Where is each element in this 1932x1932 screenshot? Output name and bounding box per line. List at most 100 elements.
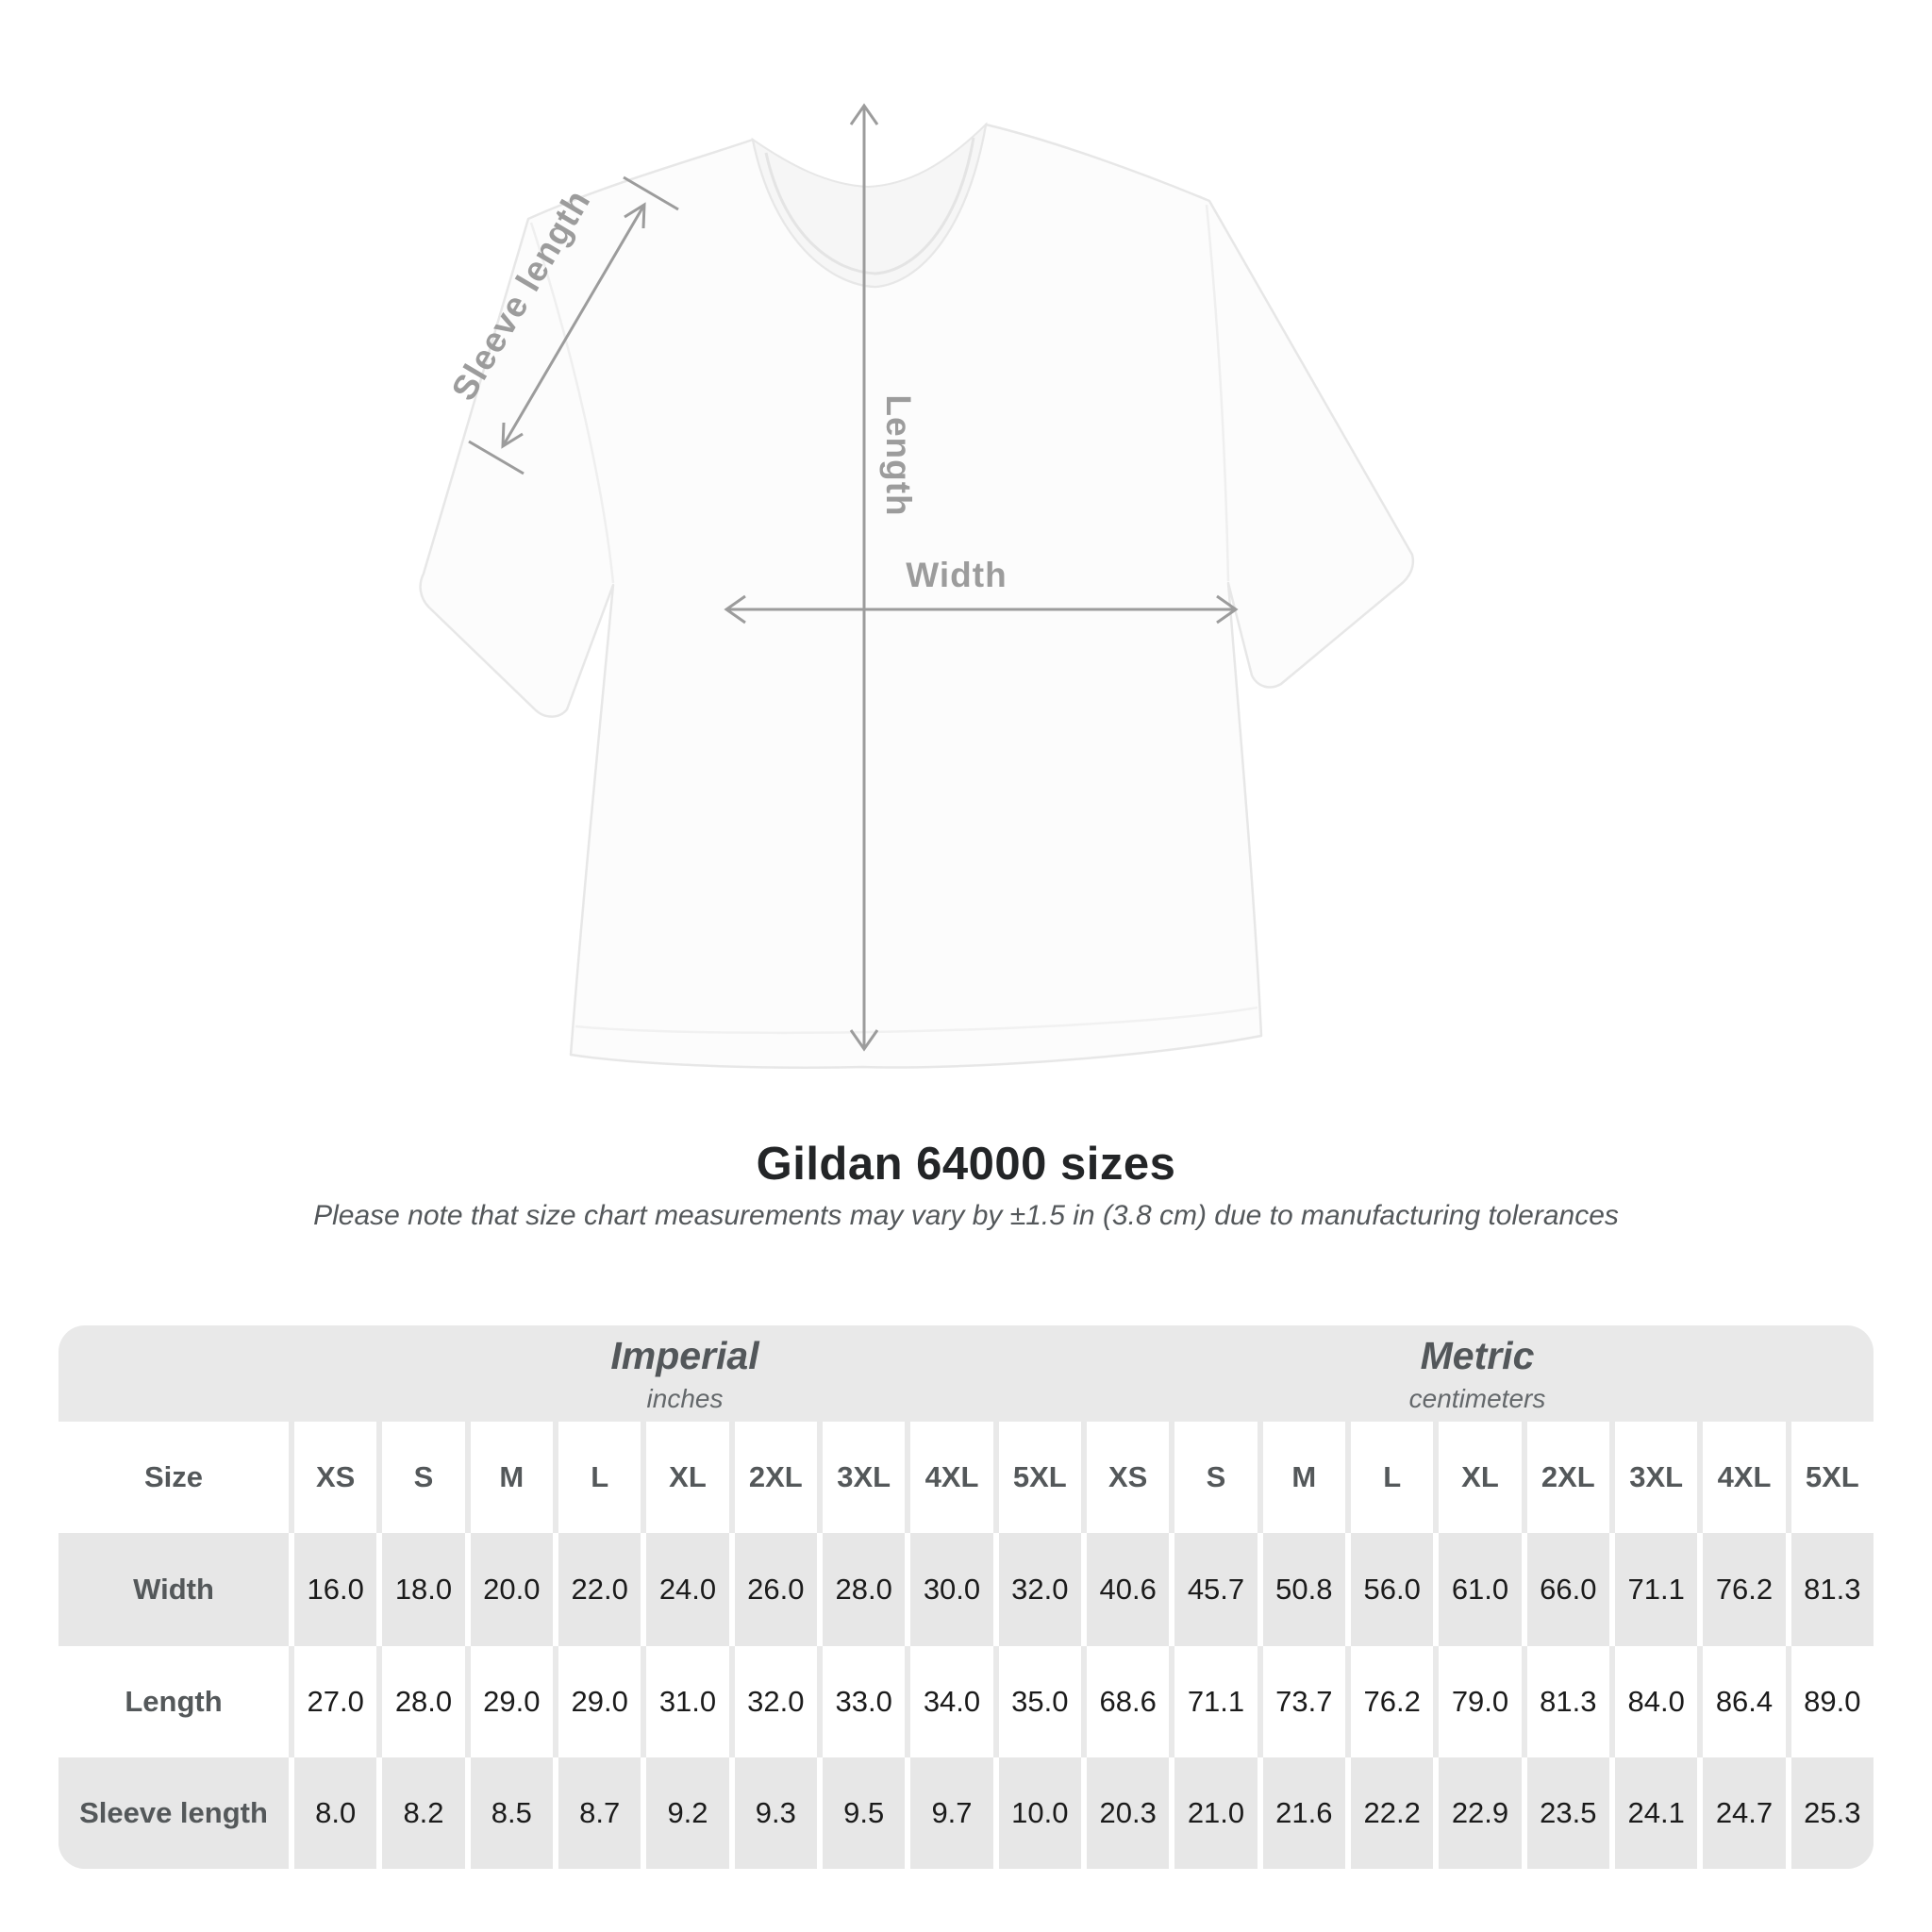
table-cell-metric: 22.9: [1433, 1757, 1522, 1869]
table-cell-imperial: 9.5: [817, 1757, 906, 1869]
table-cell-imperial: 31.0: [641, 1646, 729, 1757]
table-cell-metric: 76.2: [1697, 1533, 1786, 1646]
table-cell-metric: 20.3: [1081, 1757, 1170, 1869]
row-label: Width: [58, 1533, 289, 1646]
table-cell-metric: 73.7: [1257, 1646, 1345, 1757]
size-header-imperial-L: L: [553, 1422, 641, 1533]
size-header-metric-2XL: 2XL: [1521, 1422, 1609, 1533]
size-header-metric-S: S: [1169, 1422, 1257, 1533]
size-header-imperial-2XL: 2XL: [728, 1422, 817, 1533]
table-cell-metric: 71.1: [1609, 1533, 1698, 1646]
table-cell-metric: 81.3: [1521, 1646, 1609, 1757]
metric-header: Metric: [1420, 1334, 1535, 1377]
row-label: Sleeve length: [58, 1757, 289, 1869]
tshirt-left-sleeve-seam: [529, 222, 615, 584]
table-cell-metric: 76.2: [1345, 1646, 1434, 1757]
table-cell-metric: 61.0: [1433, 1533, 1522, 1646]
table-cell-metric: 21.6: [1257, 1757, 1345, 1869]
table-cell-imperial: 30.0: [905, 1533, 993, 1646]
sleeve-endcap-bottom: [468, 440, 525, 475]
table-cell-imperial: 10.0: [992, 1757, 1081, 1869]
table-cell-metric: 71.1: [1169, 1646, 1257, 1757]
sleeve-arrowhead-bottom: [501, 422, 524, 449]
size-header-imperial-5XL: 5XL: [992, 1422, 1081, 1533]
row-label: Length: [58, 1646, 289, 1757]
table-cell-imperial: 33.0: [817, 1646, 906, 1757]
imperial-unit: inches: [646, 1384, 724, 1413]
table-cell-metric: 56.0: [1345, 1533, 1434, 1646]
table-cell-imperial: 8.5: [464, 1757, 553, 1869]
table-cell-metric: 40.6: [1081, 1533, 1170, 1646]
width-label: Width: [906, 556, 1007, 594]
width-arrowhead-left: [724, 594, 746, 625]
table-cell-imperial: 8.7: [553, 1757, 641, 1869]
size-header-imperial-XS: XS: [289, 1422, 377, 1533]
table-cell-metric: 79.0: [1433, 1646, 1522, 1757]
size-header-metric-M: M: [1257, 1422, 1345, 1533]
table-cell-metric: 84.0: [1609, 1646, 1698, 1757]
table-cell-metric: 24.7: [1697, 1757, 1786, 1869]
imperial-header: Imperial: [610, 1334, 759, 1377]
size-header-imperial-S: S: [376, 1422, 465, 1533]
size-header-imperial-M: M: [464, 1422, 553, 1533]
table-cell-metric: 23.5: [1521, 1757, 1609, 1869]
table-cell-imperial: 9.7: [905, 1757, 993, 1869]
table-cell-metric: 89.0: [1785, 1646, 1874, 1757]
size-header-metric-XL: XL: [1433, 1422, 1522, 1533]
table-cell-metric: 68.6: [1081, 1646, 1170, 1757]
table-cell-imperial: 8.2: [376, 1757, 465, 1869]
table-cell-imperial: 9.3: [728, 1757, 817, 1869]
table-cell-metric: 25.3: [1785, 1757, 1874, 1869]
table-cell-imperial: 16.0: [289, 1533, 377, 1646]
tolerance-note: Please note that size chart measurements…: [313, 1200, 1619, 1231]
size-header-metric-5XL: 5XL: [1785, 1422, 1874, 1533]
tshirt-photo: [419, 122, 1415, 1069]
sleeve-arrowhead-top: [624, 202, 646, 229]
length-arrowhead-top: [849, 103, 879, 125]
table-cell-imperial: 8.0: [289, 1757, 377, 1869]
table-cell-imperial: 34.0: [905, 1646, 993, 1757]
length-row: Length 27.0 28.0 29.0 29.0 31.0 32.0 33.0 34.0 35…: [58, 1646, 1874, 1757]
table-cell-imperial: 32.0: [992, 1533, 1081, 1646]
table-cell-metric: 50.8: [1257, 1533, 1345, 1646]
sleeve-endcap-top: [623, 175, 679, 211]
length-arrowhead-bottom: [849, 1029, 879, 1052]
size-header-metric-L: L: [1345, 1422, 1434, 1533]
table-cell-metric: 45.7: [1169, 1533, 1257, 1646]
tshirt-right-sleeve-seam: [1205, 204, 1230, 582]
sleeve-dimension-line: [501, 204, 646, 447]
metric-header-group: Metric centimeters: [1081, 1325, 1874, 1422]
width-row: Width 16.0 18.0 20.0 22.0 24.0 26.0 28.0 30.0 32.…: [58, 1533, 1874, 1646]
imperial-header-group: Imperial inches: [289, 1325, 1081, 1422]
table-cell-imperial: 18.0: [376, 1533, 465, 1646]
table-cell-metric: 21.0: [1169, 1757, 1257, 1869]
size-header-metric-3XL: 3XL: [1609, 1422, 1698, 1533]
size-column-header: Size: [58, 1422, 289, 1533]
size-header-metric-4XL: 4XL: [1697, 1422, 1786, 1533]
table-cell-imperial: 28.0: [376, 1646, 465, 1757]
table-cell-metric: 24.1: [1609, 1757, 1698, 1869]
sleeve-length-row: Sleeve length 8.0 8.2 8.5 8.7 9.2 9.3 9.5 9.7 10.…: [58, 1757, 1874, 1869]
size-header-metric-XS: XS: [1081, 1422, 1170, 1533]
table-cell-imperial: 27.0: [289, 1646, 377, 1757]
table-cell-imperial: 32.0: [728, 1646, 817, 1757]
table-cell-metric: 66.0: [1521, 1533, 1609, 1646]
table-cell-imperial: 29.0: [553, 1646, 641, 1757]
tshirt-collar-band: [764, 137, 975, 275]
tshirt-hem-stitch: [575, 1006, 1258, 1035]
table-cell-metric: 86.4: [1697, 1646, 1786, 1757]
table-cell-imperial: 26.0: [728, 1533, 817, 1646]
table-cell-imperial: 24.0: [641, 1533, 729, 1646]
table-cell-imperial: 9.2: [641, 1757, 729, 1869]
table-cell-imperial: 22.0: [553, 1533, 641, 1646]
size-header-row: Size XS S M L XL 2XL 3XL 4XL 5XL XS S M L XL 2XL 3XL 4XL 5…: [58, 1422, 1874, 1533]
page-title: Gildan 64000 sizes: [756, 1139, 1176, 1190]
length-label: Length: [879, 394, 918, 516]
table-cell-imperial: 28.0: [817, 1533, 906, 1646]
unit-header-band: Imperial inches Metric centimeters: [58, 1325, 1874, 1422]
table-cell-metric: 22.2: [1345, 1757, 1434, 1869]
size-table: Imperial inches Metric centimeters Size X…: [58, 1325, 1874, 1869]
size-header-imperial-4XL: 4XL: [905, 1422, 993, 1533]
